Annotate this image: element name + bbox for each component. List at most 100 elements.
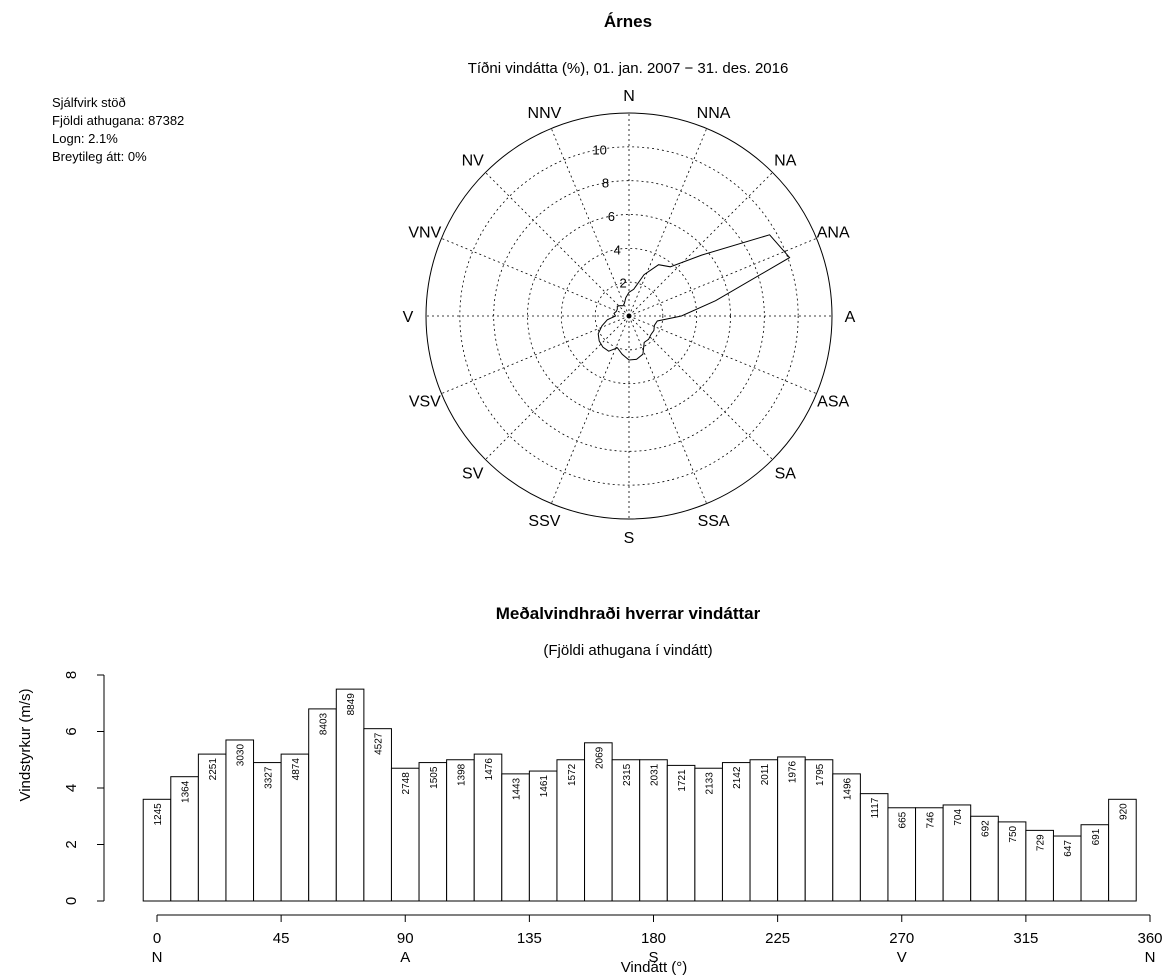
wind-speed-bar [666, 764, 696, 902]
wind-rose-chart: N NNA NA ANA A ASA SA SSA S SSV SV VSV V VNV NV NNV 2 4 6 8… [403, 88, 856, 547]
x-tick-label: 180 [641, 930, 666, 947]
wind-speed-bar [859, 793, 889, 902]
rose-direction-label: NNA [697, 105, 731, 122]
bar-chart-title: Meðalvindhraði hverrar vindáttar [496, 604, 761, 623]
bar-count-label: 2133 [705, 772, 716, 795]
bar-count-label: 1572 [567, 763, 578, 786]
x-tick-label: 360 [1137, 930, 1162, 947]
rose-direction-label: VSV [409, 394, 441, 411]
y-tick-label: 2 [63, 840, 80, 848]
wind-speed-bar [446, 759, 475, 902]
wind-speed-bar [639, 759, 668, 902]
wind-speed-bar [832, 773, 861, 902]
x-direction-label: N [152, 949, 163, 966]
wind-speed-bar-chart: 1245 1364 2251 3030 3327 4874 8403 8849 4527 2748… [63, 671, 1163, 966]
rose-direction-label: A [845, 309, 856, 326]
bar-count-label: 1505 [429, 766, 440, 789]
rose-spoke [441, 315, 630, 395]
rose-spoke [628, 128, 708, 317]
rose-spoke [550, 128, 630, 317]
bar-count-label: 691 [1091, 828, 1102, 845]
rose-spoke [628, 315, 817, 395]
wind-speed-bar [528, 770, 558, 902]
bar-count-label: 2251 [208, 758, 219, 781]
bar-count-label: 1476 [484, 758, 495, 781]
observation-count-text: Fjöldi athugana: 87382 [52, 113, 185, 128]
wind-speed-bar [363, 728, 392, 902]
rose-spoke [485, 315, 630, 460]
rose-outer-circle [425, 112, 833, 520]
rose-spoke [628, 237, 817, 317]
bar-count-label: 1795 [815, 763, 826, 786]
rose-direction-label: SSA [698, 513, 730, 530]
bar-count-label: 920 [1118, 803, 1129, 820]
wind-speed-bar [501, 773, 530, 902]
bar-count-label: 2011 [760, 763, 771, 785]
wind-speed-bar [1080, 824, 1110, 902]
rose-direction-label: NNV [528, 105, 562, 122]
wind-speed-bar [308, 708, 337, 902]
calm-percent-text: Logn: 2.1% [52, 131, 118, 146]
bar-chart-subtitle: (Fjöldi athugana í vindátt) [543, 642, 712, 659]
bar-count-label: 8403 [319, 712, 330, 735]
bar-count-label: 4874 [291, 758, 302, 781]
x-direction-label: N [1145, 949, 1156, 966]
rose-direction-label: NA [774, 153, 797, 170]
y-axis-label: Vindstyrkur (m/s) [17, 688, 34, 801]
x-direction-label: S [648, 949, 658, 966]
rose-grid-circle [459, 146, 799, 486]
rose-spoke [628, 315, 708, 504]
wind-speed-bar [915, 807, 944, 902]
bar-count-label: 1398 [456, 763, 467, 786]
x-direction-label: A [400, 949, 410, 966]
wind-speed-bar [997, 821, 1027, 902]
wind-speed-bar [335, 688, 365, 902]
bar-count-label: 3030 [236, 744, 247, 767]
y-tick-label: 8 [63, 671, 80, 679]
bar-count-label: 1245 [153, 803, 164, 826]
bar-count-label: 729 [1036, 834, 1047, 851]
x-axis-label: Vindátt (°) [621, 959, 688, 976]
x-tick-label: 270 [889, 930, 914, 947]
wind-speed-bar [749, 759, 779, 902]
bar-count-label: 704 [953, 809, 964, 826]
bar-count-label: 746 [925, 811, 936, 828]
rose-radial-tick-label: 2 [620, 276, 627, 291]
rose-spoke [628, 172, 773, 317]
station-info-block: Sjálfvirk stöð Fjöldi athugana: 87382 Lo… [52, 94, 184, 166]
x-tick-label: 0 [153, 930, 161, 947]
wind-speed-bar [804, 759, 834, 902]
rose-radial-tick-label: 8 [602, 176, 609, 191]
rose-direction-label: NV [462, 153, 485, 170]
rose-grid-circle [560, 247, 698, 385]
bar-count-label: 1721 [677, 769, 688, 792]
rose-direction-label: VNV [408, 224, 441, 241]
wind-speed-bar [887, 807, 917, 902]
bar-count-label: 1364 [181, 780, 192, 803]
rose-direction-label: SV [462, 465, 484, 482]
y-tick-label: 0 [63, 897, 80, 905]
bar-count-label: 2069 [594, 746, 605, 769]
bar-count-label: 2315 [622, 763, 633, 786]
x-tick-label: 315 [1013, 930, 1038, 947]
wind-speed-bar [970, 815, 999, 902]
rose-spoke [628, 315, 773, 460]
bar-count-label: 2748 [401, 772, 412, 795]
wind-speed-bar [473, 753, 503, 902]
rose-frequency-line [597, 234, 791, 361]
rose-radial-tick-label: 4 [614, 242, 621, 257]
rose-radial-tick-label: 6 [608, 209, 615, 224]
rose-direction-label: ANA [817, 224, 850, 241]
y-tick-label: 6 [63, 727, 80, 735]
bar-count-label: 1976 [787, 760, 798, 783]
bar-count-label: 692 [981, 820, 992, 837]
bar-count-label: 8849 [346, 693, 357, 716]
wind-speed-bar [556, 759, 586, 902]
bar-count-label: 4527 [374, 732, 385, 755]
wind-speed-bar [942, 804, 972, 902]
bar-count-label: 750 [1008, 825, 1019, 842]
variable-direction-text: Breytileg átt: 0% [52, 149, 147, 164]
wind-speed-bar [197, 753, 227, 902]
rose-spoke [441, 237, 630, 317]
